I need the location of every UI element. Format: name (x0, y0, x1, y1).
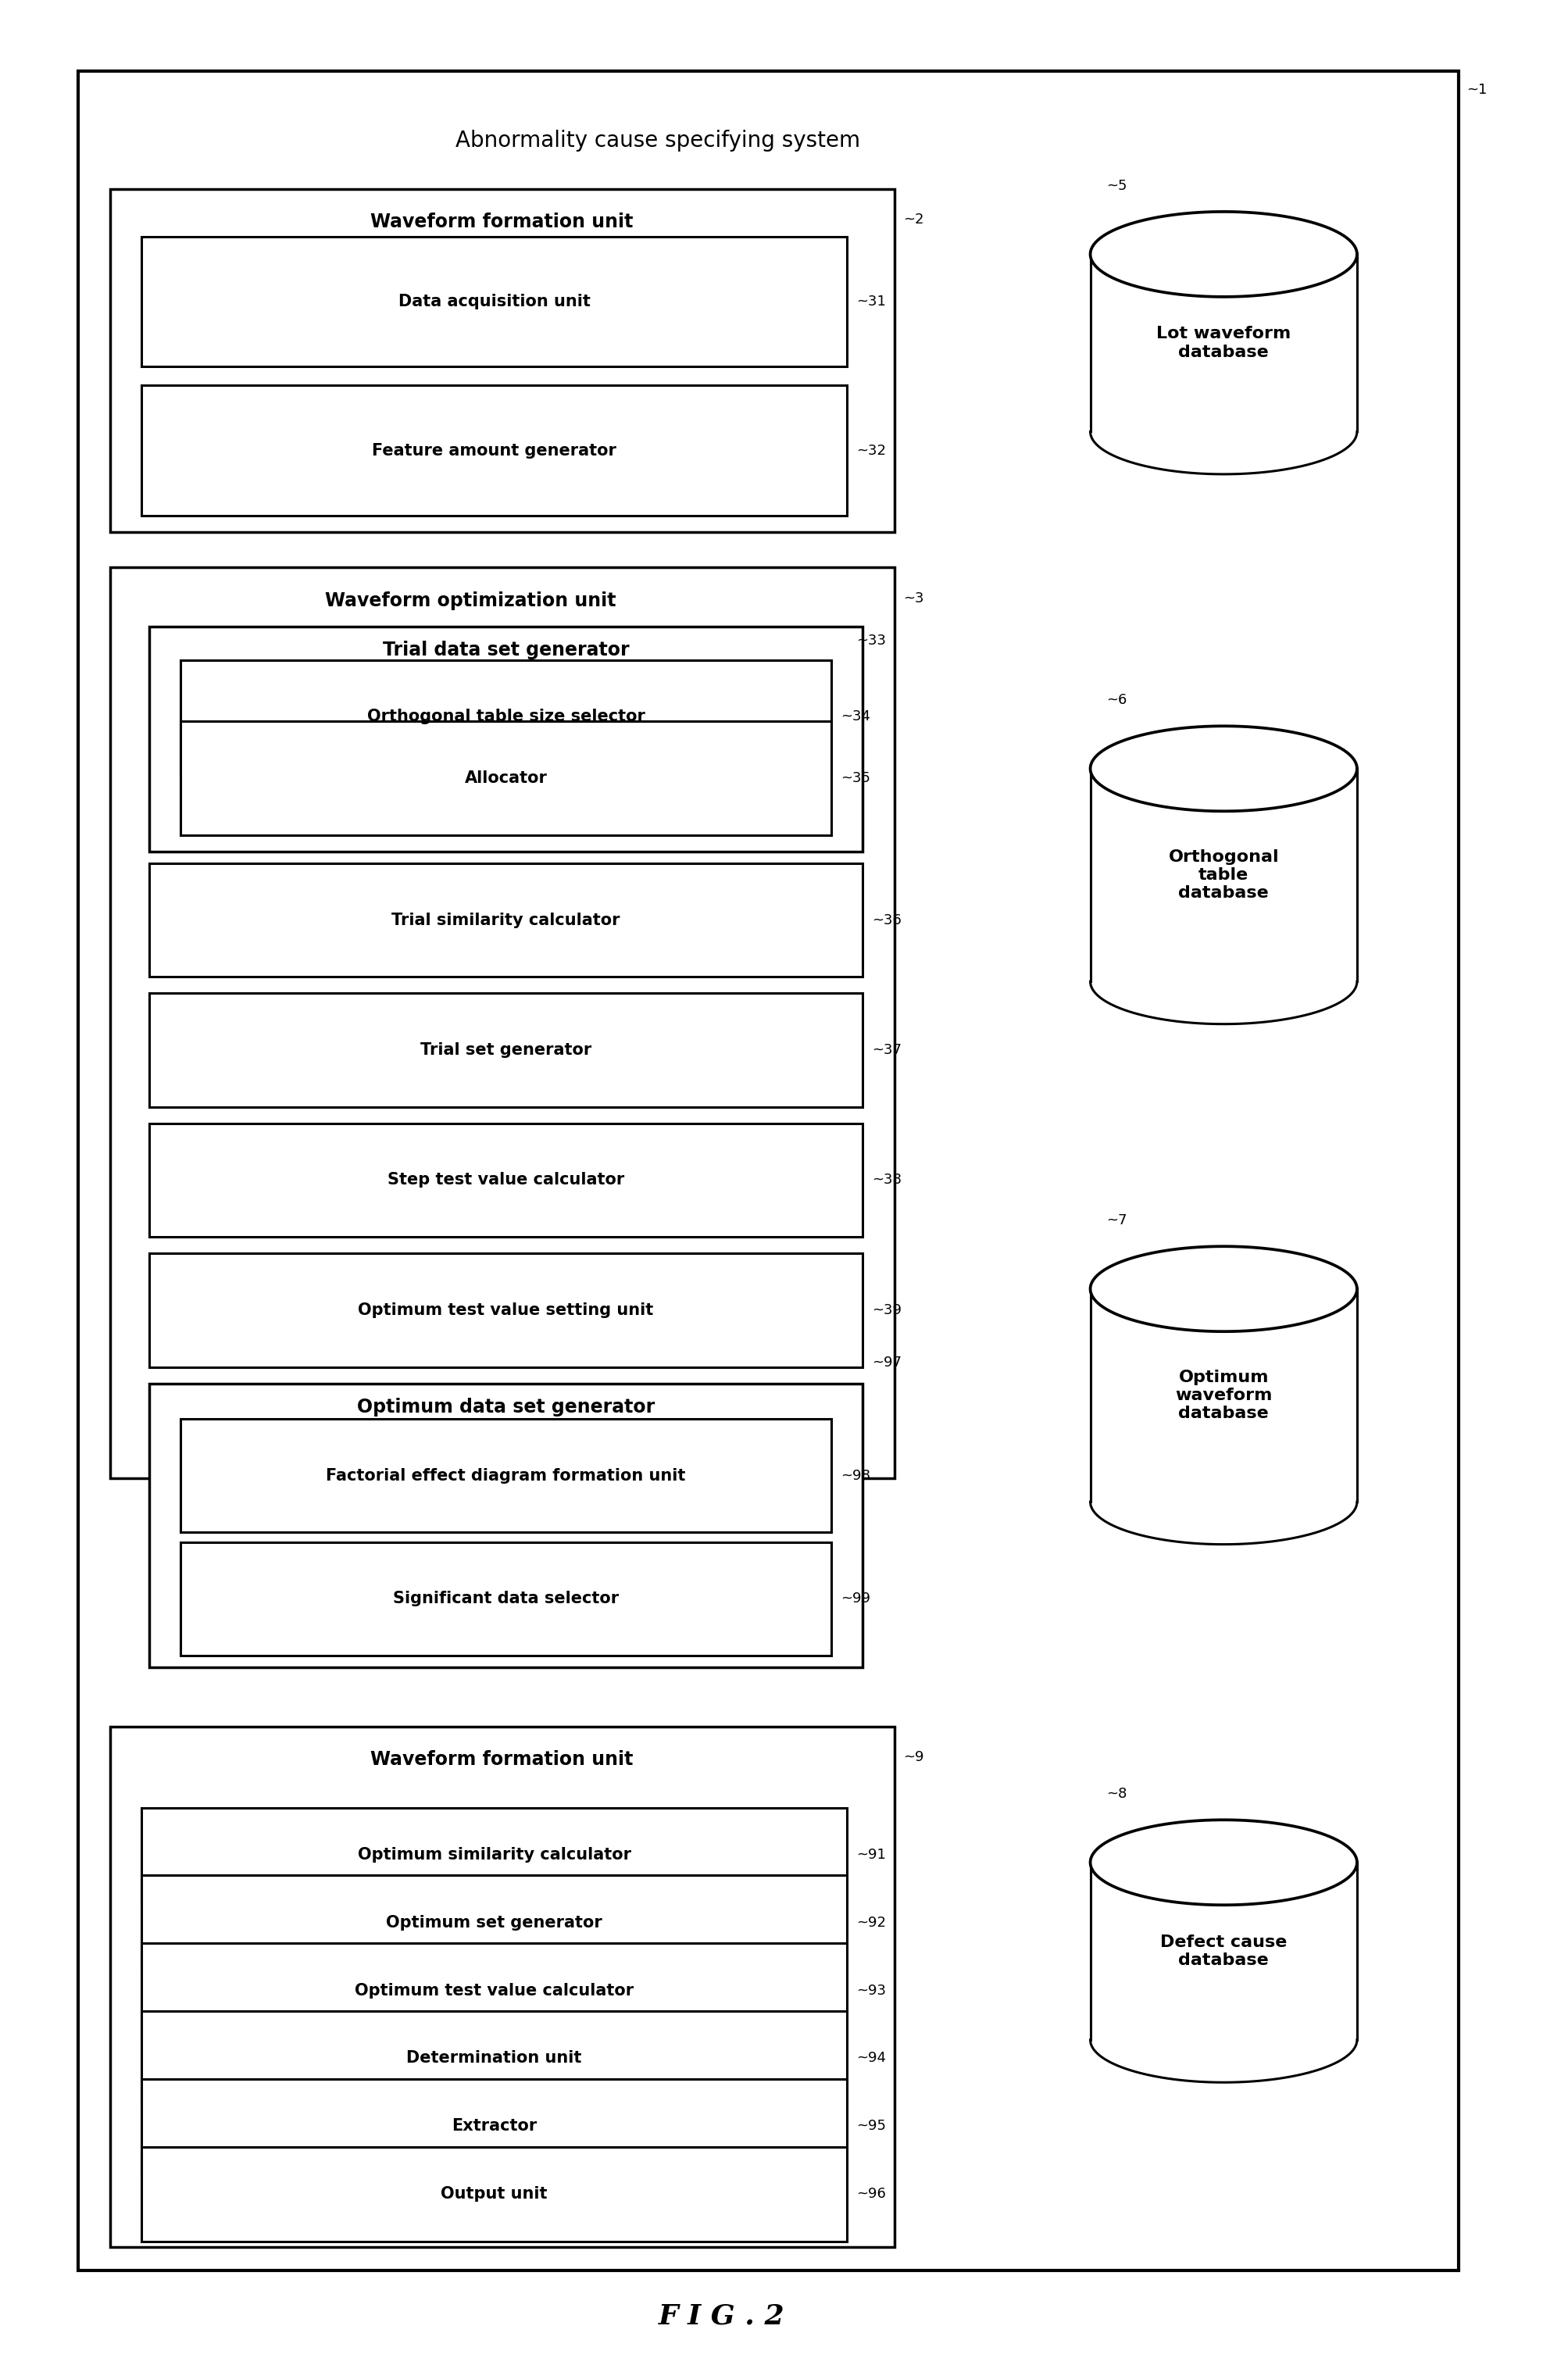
Text: ~1: ~1 (1466, 83, 1486, 97)
Text: ~35: ~35 (840, 771, 870, 785)
Text: Optimum set generator: Optimum set generator (386, 1916, 602, 1930)
Text: ~96: ~96 (856, 2188, 886, 2202)
Text: Optimum
waveform
database: Optimum waveform database (1174, 1369, 1272, 1421)
Bar (1090, 255, 1356, 430)
Bar (141, 2079, 847, 2173)
Text: ~3: ~3 (903, 591, 924, 605)
Text: Determination unit: Determination unit (406, 2050, 582, 2067)
Text: ~31: ~31 (856, 296, 886, 307)
Bar (141, 2147, 847, 2242)
Text: Defect cause
database: Defect cause database (1160, 1935, 1286, 1968)
Bar (141, 1807, 847, 1901)
Text: ~93: ~93 (856, 1984, 886, 1998)
Text: ~39: ~39 (872, 1303, 902, 1317)
Polygon shape (1090, 1246, 1356, 1331)
Text: ~94: ~94 (856, 2050, 886, 2065)
Text: ~32: ~32 (856, 445, 886, 456)
Text: ~38: ~38 (872, 1173, 902, 1187)
Bar (180, 1419, 831, 1533)
Text: ~95: ~95 (856, 2119, 886, 2133)
Text: F I G . 2: F I G . 2 (659, 2304, 784, 2330)
Text: Output unit: Output unit (441, 2185, 547, 2202)
Bar (141, 385, 847, 516)
Text: Feature amount generator: Feature amount generator (372, 442, 616, 459)
Text: Factorial effect diagram formation unit: Factorial effect diagram formation unit (326, 1469, 685, 1483)
Bar (78, 71, 1458, 2270)
Bar (149, 1123, 862, 1237)
Bar (149, 863, 862, 977)
Bar (149, 993, 862, 1107)
Text: Allocator: Allocator (464, 771, 547, 785)
Text: ~97: ~97 (872, 1355, 902, 1369)
Text: ~8: ~8 (1105, 1788, 1126, 1802)
Text: Significant data selector: Significant data selector (394, 1592, 618, 1606)
Text: Optimum similarity calculator: Optimum similarity calculator (358, 1847, 630, 1864)
Polygon shape (1090, 726, 1356, 811)
Bar (141, 2010, 847, 2105)
Text: ~34: ~34 (840, 710, 870, 724)
Text: ~9: ~9 (903, 1750, 924, 1764)
Text: ~7: ~7 (1105, 1213, 1126, 1227)
Text: Abnormality cause specifying system: Abnormality cause specifying system (456, 130, 861, 151)
Text: ~37: ~37 (872, 1043, 902, 1057)
Bar (149, 1253, 862, 1367)
Text: Orthogonal
table
database: Orthogonal table database (1168, 849, 1278, 901)
Text: ~5: ~5 (1105, 180, 1126, 194)
Text: Waveform formation unit: Waveform formation unit (370, 1750, 633, 1769)
Text: ~33: ~33 (856, 634, 886, 648)
Text: Optimum test value setting unit: Optimum test value setting unit (358, 1303, 654, 1317)
Bar (1090, 1864, 1356, 2039)
Bar (180, 721, 831, 835)
Bar (180, 1542, 831, 1655)
Polygon shape (1090, 213, 1356, 296)
Polygon shape (1090, 1821, 1356, 1904)
Text: Trial set generator: Trial set generator (420, 1043, 591, 1057)
Text: Data acquisition unit: Data acquisition unit (398, 293, 590, 310)
Bar (141, 1875, 847, 1970)
Bar (141, 1944, 847, 2039)
Bar (1090, 769, 1356, 981)
Text: Lot waveform
database: Lot waveform database (1156, 326, 1290, 359)
Bar (180, 660, 831, 773)
Text: Waveform formation unit: Waveform formation unit (370, 213, 633, 232)
Text: Waveform optimization unit: Waveform optimization unit (325, 591, 616, 610)
Text: Trial similarity calculator: Trial similarity calculator (392, 913, 619, 927)
Text: ~91: ~91 (856, 1847, 886, 1861)
Bar (110, 1726, 894, 2247)
Text: Extractor: Extractor (452, 2119, 536, 2133)
Bar (149, 1384, 862, 1667)
Text: ~36: ~36 (872, 913, 902, 927)
Text: ~92: ~92 (856, 1916, 886, 1930)
Bar (149, 627, 862, 851)
Text: Optimum data set generator: Optimum data set generator (358, 1398, 654, 1417)
Text: ~99: ~99 (840, 1592, 870, 1606)
Text: ~98: ~98 (840, 1469, 870, 1483)
Text: ~2: ~2 (903, 213, 924, 227)
Text: Orthogonal table size selector: Orthogonal table size selector (367, 710, 644, 724)
Bar (110, 189, 894, 532)
Bar (1090, 1289, 1356, 1502)
Bar (141, 236, 847, 367)
Bar (110, 568, 894, 1478)
Text: Optimum test value calculator: Optimum test value calculator (354, 1982, 633, 1998)
Text: ~6: ~6 (1105, 693, 1126, 707)
Text: Trial data set generator: Trial data set generator (383, 641, 629, 660)
Text: Step test value calculator: Step test value calculator (387, 1173, 624, 1187)
